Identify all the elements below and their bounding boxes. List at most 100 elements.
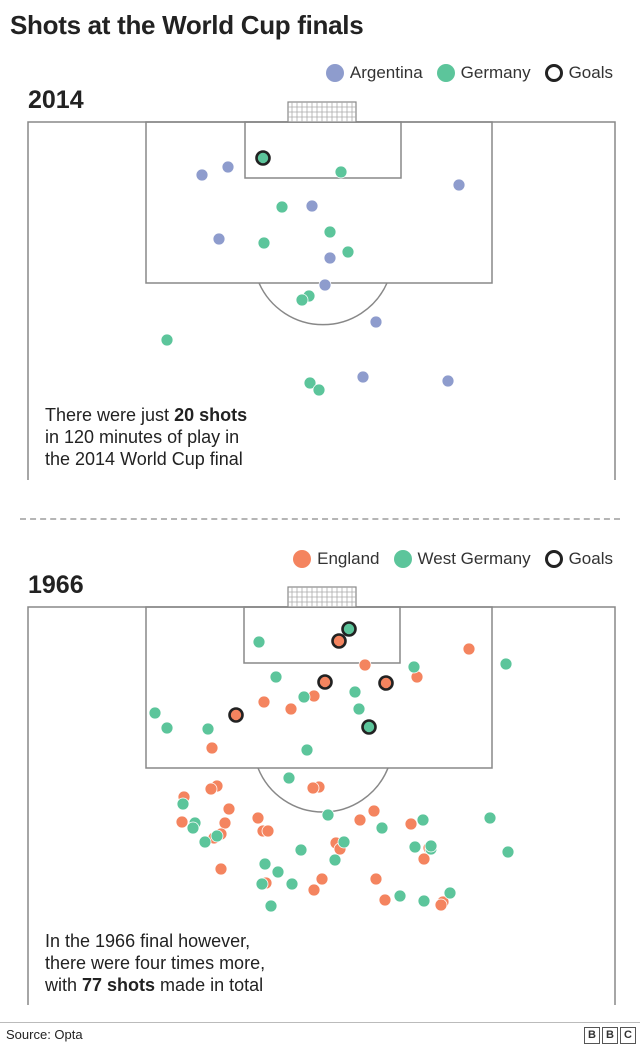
legend-label: Goals <box>568 63 613 82</box>
shot-marker-west-germany <box>348 685 362 699</box>
shot-marker-germany <box>257 236 271 250</box>
caption-bold: 77 shots <box>82 975 156 995</box>
source-note: Source: Opta <box>6 1027 83 1042</box>
shot-marker-west-germany <box>352 702 366 716</box>
legend-item-england: England <box>293 549 380 569</box>
shot-marker-england <box>222 802 236 816</box>
caption-text: the 2014 World Cup final <box>45 449 243 469</box>
shot-marker-west-germany <box>499 657 513 671</box>
shot-marker-west-germany <box>160 721 174 735</box>
shot-marker-west-germany <box>443 886 457 900</box>
shot-marker-germany <box>312 383 326 397</box>
footer-divider <box>0 1022 640 1023</box>
legend-item-goals: Goals <box>544 63 613 83</box>
shot-marker-west-germany <box>300 743 314 757</box>
shot-marker-west-germany <box>416 813 430 827</box>
legend-item-goals: Goals <box>544 549 613 569</box>
shot-marker-germany <box>295 293 309 307</box>
legend-label: Germany <box>460 63 531 82</box>
goal-marker <box>228 707 244 723</box>
shot-marker-argentina <box>305 199 319 213</box>
shot-marker-argentina <box>369 315 383 329</box>
shot-marker-england <box>214 862 228 876</box>
shot-marker-england <box>205 741 219 755</box>
caption-text: with <box>45 975 83 995</box>
goal-marker <box>331 633 347 649</box>
shot-marker-england <box>315 872 329 886</box>
shot-marker-argentina <box>323 251 337 265</box>
shot-marker-germany <box>334 165 348 179</box>
west-germany-swatch <box>393 550 412 568</box>
legend-2014: Argentina Germany Goals <box>312 63 613 83</box>
shot-marker-england <box>434 898 448 912</box>
goal-ring-swatch <box>544 64 563 82</box>
goal-net <box>287 101 357 123</box>
shot-marker-west-germany <box>393 889 407 903</box>
shot-marker-england <box>417 852 431 866</box>
shot-marker-west-germany <box>186 821 200 835</box>
goal-marker <box>255 150 271 166</box>
shot-marker-england <box>358 658 372 672</box>
goal-marker <box>378 675 394 691</box>
shot-marker-england <box>307 883 321 897</box>
shot-marker-west-germany <box>176 797 190 811</box>
shot-marker-west-germany <box>297 690 311 704</box>
shot-marker-west-germany <box>210 829 224 843</box>
shot-marker-england <box>369 872 383 886</box>
shot-marker-west-germany <box>282 771 296 785</box>
shot-marker-england <box>462 642 476 656</box>
shot-marker-west-germany <box>201 722 215 736</box>
bbc-logo-letter: C <box>620 1027 636 1044</box>
shot-marker-england <box>353 813 367 827</box>
shot-marker-west-germany <box>198 835 212 849</box>
shot-marker-west-germany <box>255 877 269 891</box>
caption-text: made in total <box>155 975 264 995</box>
shot-marker-west-germany <box>258 857 272 871</box>
goal-ring-swatch <box>544 550 563 568</box>
shot-marker-argentina <box>195 168 209 182</box>
shot-marker-england <box>251 811 265 825</box>
shot-marker-west-germany <box>285 877 299 891</box>
six-yard-box <box>243 606 401 664</box>
penalty-arc <box>258 282 388 326</box>
shot-marker-england <box>378 893 392 907</box>
shot-marker-england <box>204 782 218 796</box>
argentina-swatch <box>325 64 344 82</box>
shot-marker-west-germany <box>501 845 515 859</box>
caption-text: in 120 minutes of play in <box>45 427 240 447</box>
shot-marker-west-germany <box>407 660 421 674</box>
caption-text: there were four times more, <box>45 953 266 973</box>
germany-swatch <box>436 64 455 82</box>
goal-net <box>287 586 357 608</box>
shot-marker-argentina <box>356 370 370 384</box>
caption-2014: There were just 20 shots in 120 minutes … <box>45 404 247 470</box>
legend-item-argentina: Argentina <box>325 63 423 83</box>
legend-item-west-germany: West Germany <box>393 549 531 569</box>
shot-marker-west-germany <box>328 853 342 867</box>
six-yard-box <box>244 121 402 179</box>
shot-marker-england <box>257 695 271 709</box>
shot-marker-west-germany <box>252 635 266 649</box>
shot-marker-west-germany <box>321 808 335 822</box>
shot-marker-argentina <box>441 374 455 388</box>
england-swatch <box>293 550 312 568</box>
shot-marker-west-germany <box>424 839 438 853</box>
shot-marker-england <box>306 781 320 795</box>
pitch-2014 <box>27 101 616 480</box>
shot-marker-germany <box>341 245 355 259</box>
caption-text: In the 1966 final however, <box>45 931 251 951</box>
pitch-1966 <box>27 586 616 1005</box>
shot-marker-west-germany <box>483 811 497 825</box>
shot-marker-england <box>367 804 381 818</box>
legend-label: Goals <box>568 549 613 568</box>
shot-marker-england <box>261 824 275 838</box>
section-divider <box>20 518 620 520</box>
shot-marker-argentina <box>318 278 332 292</box>
shot-marker-west-germany <box>417 894 431 908</box>
shot-marker-argentina <box>212 232 226 246</box>
shot-marker-germany <box>275 200 289 214</box>
legend-label: England <box>317 549 380 568</box>
shot-marker-argentina <box>452 178 466 192</box>
shot-marker-west-germany <box>271 865 285 879</box>
caption-text: There were just <box>45 405 175 425</box>
